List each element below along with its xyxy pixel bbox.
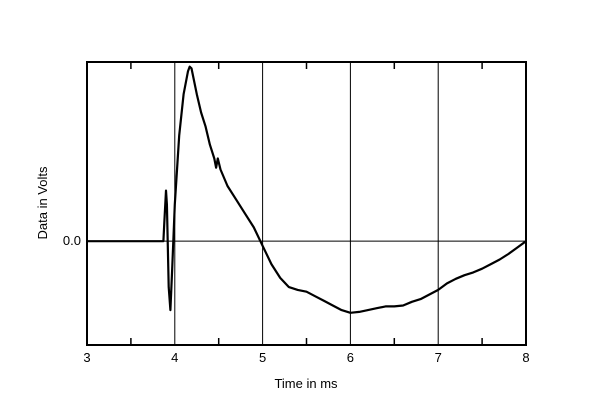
x-axis-label: Time in ms bbox=[274, 376, 338, 391]
y-tick-label: 0.0 bbox=[63, 233, 81, 248]
y-axis-label: Data in Volts bbox=[35, 166, 50, 239]
series-line bbox=[87, 65, 527, 314]
x-tick-label: 4 bbox=[171, 350, 178, 365]
series-layer bbox=[87, 65, 527, 314]
x-tick-label: 7 bbox=[435, 350, 442, 365]
tick-labels: 3 4 5 6 7 8 0.0 bbox=[63, 233, 530, 365]
x-tick-label: 5 bbox=[259, 350, 266, 365]
grid-lines bbox=[87, 62, 526, 345]
x-tick-label: 8 bbox=[522, 350, 529, 365]
tick-marks bbox=[130, 62, 483, 345]
plot-frame bbox=[86, 61, 527, 346]
x-tick-label: 3 bbox=[83, 350, 90, 365]
x-tick-label: 6 bbox=[347, 350, 354, 365]
